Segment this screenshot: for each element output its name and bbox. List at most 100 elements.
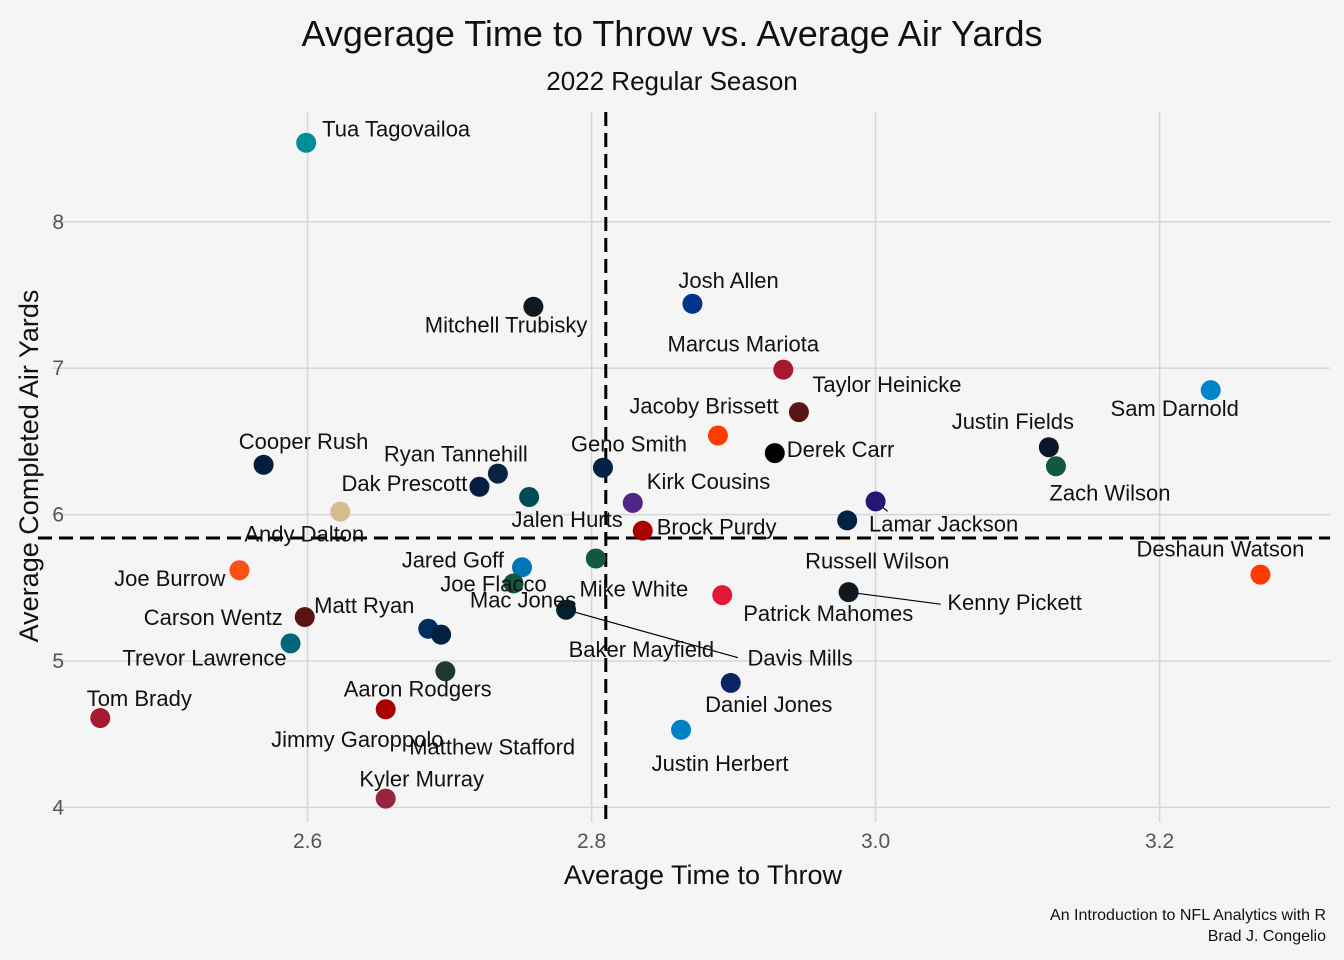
label-davis-mills: Davis Mills [747, 646, 852, 671]
leader-davis-mills [565, 609, 739, 659]
label-derek-carr: Derek Carr [787, 437, 895, 462]
x-tick-label: 2.8 [577, 830, 606, 853]
point-brock-purdy [632, 520, 653, 541]
leader-kenny-pickett [848, 591, 941, 605]
point-deshaun-watson [1250, 564, 1271, 585]
point-kirk-cousins [622, 492, 643, 513]
x-tick-label: 3.0 [861, 830, 890, 853]
label-aaron-rodgers: Aaron Rodgers [344, 676, 492, 701]
label-ryan-tannehill: Ryan Tannehill [384, 442, 528, 467]
point-russell-wilson [837, 510, 858, 531]
y-tick-label: 5 [52, 650, 64, 673]
point-derek-carr [764, 443, 785, 464]
label-russell-wilson: Russell Wilson [805, 548, 949, 573]
label-brock-purdy: Brock Purdy [657, 515, 777, 540]
point-justin-herbert [671, 719, 692, 740]
label-kenny-pickett: Kenny Pickett [947, 590, 1082, 615]
chart-title: Avgerage Time to Throw vs. Average Air Y… [301, 13, 1042, 54]
label-kyler-murray: Kyler Murray [359, 767, 484, 792]
label-patrick-mahomes: Patrick Mahomes [743, 601, 913, 626]
label-tua-tagovailoa: Tua Tagovailoa [322, 117, 471, 142]
y-tick-label: 6 [52, 504, 64, 527]
label-kirk-cousins: Kirk Cousins [647, 469, 770, 494]
label-joe-flacco: Joe Flacco [440, 571, 546, 596]
point-joe-burrow [229, 560, 250, 581]
label-mitchell-trubisky: Mitchell Trubisky [425, 313, 588, 338]
label-josh-allen: Josh Allen [678, 268, 778, 293]
x-tick-label: 2.6 [293, 830, 322, 853]
label-zach-wilson: Zach Wilson [1049, 480, 1170, 505]
label-trevor-lawrence: Trevor Lawrence [122, 645, 286, 670]
point-sam-darnold [1200, 380, 1221, 401]
point-josh-allen [682, 293, 703, 314]
label-carson-wentz: Carson Wentz [144, 605, 283, 630]
axis-ticks: 2.6 2.8 3.0 3.2 4 5 6 7 8 [52, 211, 1174, 853]
label-andy-dalton: Andy Dalton [244, 522, 364, 547]
grid [52, 112, 1330, 822]
point-lamar-jackson [865, 491, 886, 512]
point-ryan-tannehill [487, 463, 508, 484]
point-carson-wentz [294, 607, 315, 628]
point-jalen-hurts [519, 487, 540, 508]
y-tick-label: 4 [52, 796, 64, 819]
label-deshaun-watson: Deshaun Watson [1136, 537, 1304, 562]
label-taylor-heinicke: Taylor Heinicke [812, 372, 961, 397]
label-baker-mayfield: Baker Mayfield [569, 637, 715, 662]
point-patrick-mahomes [712, 585, 733, 606]
label-cooper-rush: Cooper Rush [239, 429, 369, 454]
label-geno-smith: Geno Smith [571, 432, 687, 457]
point-mike-white [585, 548, 606, 569]
label-joe-burrow: Joe Burrow [114, 566, 225, 591]
label-daniel-jones: Daniel Jones [705, 692, 832, 717]
label-mike-white: Mike White [579, 576, 688, 601]
point-geno-smith [592, 457, 613, 478]
point-justin-fields [1038, 437, 1059, 458]
y-tick-label: 8 [52, 211, 64, 234]
label-lamar-jackson: Lamar Jackson [869, 511, 1018, 536]
point-aaron-rodgers [375, 699, 396, 720]
point-jared-goff [512, 557, 533, 578]
caption-author: Brad J. Congelio [1208, 928, 1326, 945]
point-andy-dalton [330, 501, 351, 522]
point-joe-flacco [503, 573, 524, 594]
point-jacoby-brissett [707, 425, 728, 446]
label-jimmy-garoppolo: Jimmy Garoppolo [271, 727, 443, 752]
y-axis-title: Average Completed Air Yards [14, 290, 44, 643]
point-kyler-murray [375, 788, 396, 809]
label-jalen-hurts: Jalen Hurts [511, 507, 622, 532]
label-matthew-stafford: Matthew Stafford [409, 734, 575, 759]
point-marcus-mariota [773, 359, 794, 380]
label-justin-fields: Justin Fields [952, 409, 1074, 434]
point-tom-brady [90, 708, 111, 729]
point-mitchell-trubisky [523, 296, 544, 317]
point-baker-mayfield [435, 661, 456, 682]
point-daniel-jones [720, 672, 741, 693]
label-jacoby-brissett: Jacoby Brissett [629, 394, 778, 419]
label-justin-herbert: Justin Herbert [652, 751, 789, 776]
point-labels: Tua Tagovailoa Josh Allen Mitchell Trubisk… [87, 117, 1305, 792]
label-mac-jones: Mac Jones [470, 588, 576, 613]
label-matt-ryan: Matt Ryan [314, 593, 414, 618]
point-dak-prescott [469, 476, 490, 497]
label-tom-brady: Tom Brady [87, 686, 192, 711]
label-sam-darnold: Sam Darnold [1111, 396, 1239, 421]
point-cooper-rush [253, 454, 274, 475]
label-jared-goff: Jared Goff [402, 547, 505, 572]
point-taylor-heinicke [788, 402, 809, 423]
point-kenny-pickett [838, 582, 859, 603]
point-davis-mills [556, 599, 577, 620]
label-marcus-mariota: Marcus Mariota [668, 332, 820, 357]
point-trevor-lawrence [280, 633, 301, 654]
label-dak-prescott: Dak Prescott [341, 471, 467, 496]
x-tick-label: 3.2 [1145, 830, 1174, 853]
point-mac-jones [431, 624, 452, 645]
y-tick-label: 7 [52, 357, 64, 380]
point-tua-tagovailoa [296, 132, 317, 153]
x-axis-title: Average Time to Throw [564, 860, 843, 890]
data-points [90, 132, 1271, 809]
chart-subtitle: 2022 Regular Season [546, 66, 798, 96]
point-zach-wilson [1045, 456, 1066, 477]
caption-book: An Introduction to NFL Analytics with R [1050, 907, 1326, 924]
